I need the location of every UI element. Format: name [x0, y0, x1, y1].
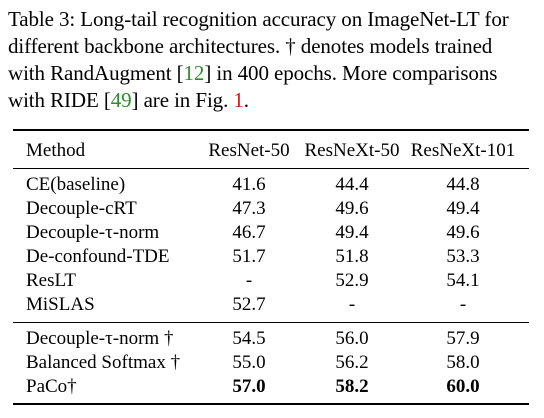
resnet50-cell: 46.7	[232, 222, 266, 243]
caption-text: ] in 400 epochs. More comparisons	[204, 61, 498, 85]
resnext50-cell: 52.9	[335, 270, 369, 291]
caption-text: ] are in Fig.	[131, 88, 234, 112]
resnext50-cell: 51.8	[335, 246, 369, 267]
table-header-rule	[13, 168, 529, 169]
method-cell: De-confound-TDE	[26, 246, 170, 267]
table-row: Decouple-cRT 47.3 49.6 49.4	[0, 197, 544, 221]
table-top-rule	[13, 129, 529, 131]
resnext101-cell: 58.0	[446, 352, 480, 373]
table-row: De-confound-TDE 51.7 51.8 53.3	[0, 245, 544, 269]
table-row: ResLT - 52.9 54.1	[0, 269, 544, 293]
method-cell: MiSLAS	[26, 294, 95, 315]
resnext50-cell: -	[348, 294, 356, 315]
header-resnext50: ResNeXt-50	[304, 140, 400, 161]
method-cell: Decouple-cRT	[26, 198, 137, 219]
caption-line-4: with RIDE [49] are in Fig. 1.	[8, 87, 538, 114]
resnext101-cell: 54.1	[446, 270, 480, 291]
resnext101-cell: 49.4	[446, 198, 480, 219]
resnext101-cell: 44.8	[446, 174, 480, 195]
resnext50-cell: 49.4	[335, 222, 369, 243]
table-group-rule	[13, 322, 529, 323]
resnet50-cell: -	[245, 270, 253, 291]
resnext101-cell: -	[459, 294, 467, 315]
caption-text: with RandAugment [	[8, 61, 184, 85]
resnext50-cell: 56.0	[335, 328, 369, 349]
resnext50-cell: 44.4	[335, 174, 369, 195]
resnext101-cell: 53.3	[446, 246, 480, 267]
resnext101-cell: 57.9	[446, 328, 480, 349]
resnet50-cell: 51.7	[232, 246, 266, 267]
resnet50-cell: 41.6	[232, 174, 266, 195]
table-row: Decouple-τ-norm † 54.5 56.0 57.9	[0, 327, 544, 351]
resnet50-cell: 55.0	[232, 352, 266, 373]
resnet50-cell: 57.0	[232, 376, 266, 397]
caption-text: Table 3: Long-tail recognition accuracy …	[8, 7, 509, 31]
resnext50-cell: 49.6	[335, 198, 369, 219]
resnext50-cell: 58.2	[335, 376, 369, 397]
caption-line-2: different backbone architectures. † deno…	[8, 33, 538, 60]
header-method: Method	[26, 140, 86, 161]
caption-line-3: with RandAugment [12] in 400 epochs. Mor…	[8, 60, 538, 87]
header-resnet50: ResNet-50	[208, 140, 290, 161]
caption-line-1: Table 3: Long-tail recognition accuracy …	[8, 6, 538, 33]
table-bottom-rule	[13, 403, 529, 405]
resnet50-cell: 52.7	[232, 294, 266, 315]
caption-text: .	[243, 88, 249, 112]
resnext50-cell: 56.2	[335, 352, 369, 373]
method-cell: PaCo†	[26, 376, 77, 397]
header-resnext101: ResNeXt-101	[410, 140, 516, 161]
method-cell: Balanced Softmax †	[26, 352, 181, 373]
figure-link[interactable]: 1	[233, 88, 244, 112]
table-row: Decouple-τ-norm 46.7 49.4 49.6	[0, 221, 544, 245]
table-caption: Table 3: Long-tail recognition accuracy …	[8, 6, 538, 114]
caption-text: with RIDE [	[8, 88, 111, 112]
method-cell: ResLT	[26, 270, 76, 291]
resnext101-cell: 49.6	[446, 222, 480, 243]
resnet50-cell: 54.5	[232, 328, 266, 349]
method-cell: CE(baseline)	[26, 174, 126, 195]
table-row: MiSLAS 52.7 - -	[0, 293, 544, 317]
table-header-row: Method ResNet-50 ResNeXt-50 ResNeXt-101	[0, 139, 544, 163]
citation-link[interactable]: 12	[183, 61, 205, 85]
resnet50-cell: 47.3	[232, 198, 266, 219]
table-row: Balanced Softmax † 55.0 56.2 58.0	[0, 351, 544, 375]
method-cell: Decouple-τ-norm †	[26, 328, 174, 349]
method-cell: Decouple-τ-norm	[26, 222, 160, 243]
table-row: CE(baseline) 41.6 44.4 44.8	[0, 173, 544, 197]
citation-link[interactable]: 49	[110, 88, 132, 112]
table-row: PaCo† 57.0 58.2 60.0	[0, 375, 544, 399]
resnext101-cell: 60.0	[446, 376, 480, 397]
caption-text: different backbone architectures. † deno…	[8, 34, 493, 58]
